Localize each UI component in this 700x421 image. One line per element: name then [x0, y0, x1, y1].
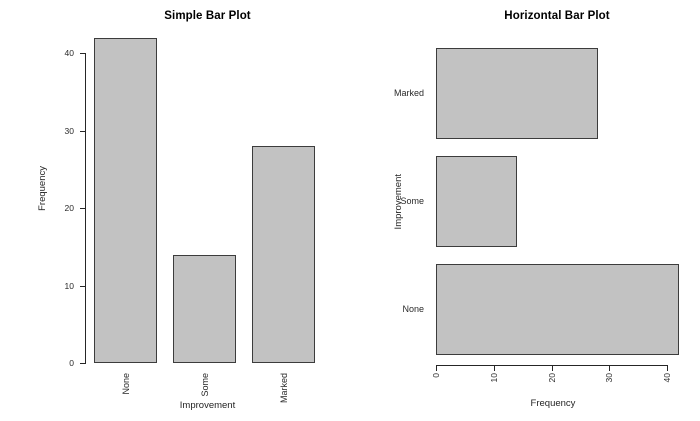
left-plot-title: Simple Bar Plot [164, 10, 251, 22]
x-axis-line [436, 365, 669, 366]
x-axis-tick [609, 366, 611, 371]
horizontal-bar-plot-panel: Horizontal Bar Plot Improvement Frequenc… [350, 0, 700, 421]
bar-marked [252, 146, 315, 363]
y-axis-tick [80, 208, 85, 209]
bar-some [173, 254, 236, 363]
x-axis-tick [436, 366, 437, 371]
x-axis-tick [493, 366, 495, 371]
y-tick-label: 40 [64, 48, 74, 58]
y-category-label: Marked [393, 88, 424, 98]
bar-none [94, 37, 157, 363]
x-axis-tick [551, 366, 553, 371]
bar-none [436, 264, 679, 355]
y-category-label: None [402, 304, 424, 314]
y-tick-label: 0 [69, 358, 74, 368]
y-tick-label: 20 [64, 203, 74, 213]
y-category-label: Some [400, 196, 424, 206]
x-category-label: None [120, 373, 131, 395]
right-x-axis-label: Frequency [530, 398, 576, 409]
y-axis-tick [80, 363, 85, 364]
x-tick-label: 40 [662, 373, 673, 383]
y-tick-label: 30 [64, 125, 74, 136]
x-category-label: Some [199, 373, 210, 397]
y-tick-label: 10 [64, 280, 74, 291]
left-x-axis-label: Improvement [179, 400, 236, 411]
x-tick-label: 30 [604, 373, 615, 383]
x-axis-tick [667, 366, 669, 371]
y-axis-tick [80, 285, 85, 287]
x-tick-label: 0 [431, 373, 441, 378]
y-axis-tick [80, 130, 85, 132]
y-axis-line [85, 53, 86, 364]
x-tick-label: 20 [546, 373, 557, 383]
x-tick-label: 10 [488, 373, 499, 383]
bar-marked [436, 48, 598, 139]
x-category-label: Marked [278, 373, 289, 404]
y-axis-tick [80, 53, 85, 54]
right-plot-title: Horizontal Bar Plot [504, 10, 610, 22]
bar-some [436, 156, 517, 247]
